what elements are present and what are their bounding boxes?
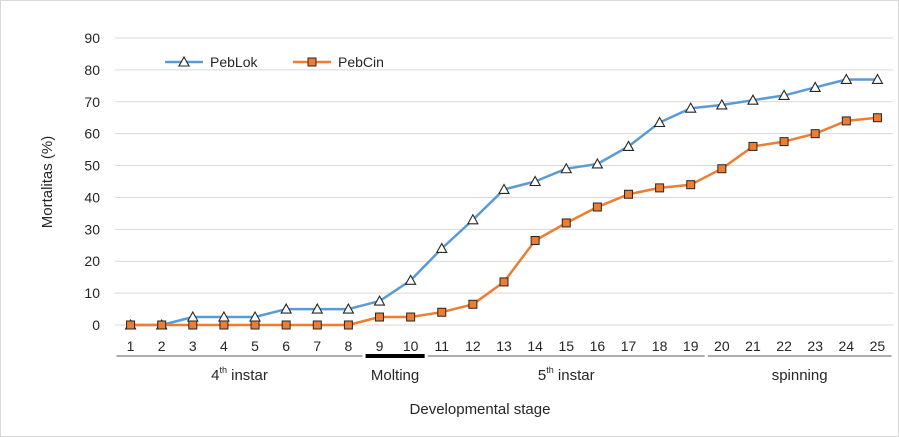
x-tick-label: 7 [313, 338, 321, 354]
y-tick-label: 30 [84, 221, 100, 237]
data-point-pebcin [157, 320, 167, 330]
data-point-peblok [373, 294, 386, 306]
legend: PebLok PebCin [165, 54, 384, 70]
series-line-peblok [130, 78, 878, 327]
data-point-pebcin [250, 320, 260, 330]
data-point-peblok [622, 140, 635, 151]
data-point-peblok [404, 274, 417, 285]
x-tick-label: 24 [839, 338, 855, 354]
data-point-pebcin [779, 137, 789, 147]
y-tick-label: 40 [84, 189, 100, 205]
y-tick-label: 90 [84, 30, 100, 46]
data-point-pebcin [281, 320, 291, 330]
data-point-pebcin [406, 312, 416, 322]
x-tick-label: 16 [590, 338, 606, 354]
x-tick-label: 23 [807, 338, 823, 354]
data-point-peblok [653, 116, 666, 128]
data-point-pebcin [437, 307, 447, 317]
x-tick-label: 14 [527, 338, 543, 354]
data-point-peblok [342, 302, 355, 314]
data-point-peblok [684, 102, 697, 113]
x-tick-label: 15 [558, 338, 574, 354]
legend-triangle-icon [178, 55, 190, 67]
x-tick-label: 8 [345, 338, 353, 354]
data-point-peblok [809, 81, 822, 92]
y-tick-label: 0 [92, 317, 100, 333]
data-point-peblok [591, 157, 604, 169]
x-tick-label: 19 [683, 338, 699, 354]
data-point-pebcin [312, 320, 322, 330]
x-tick-label: 12 [465, 338, 481, 354]
y-tick-label: 20 [84, 253, 100, 269]
y-tick-labels: 0 10 20 30 40 50 60 70 80 90 [84, 30, 100, 333]
data-point-peblok [311, 302, 324, 314]
data-point-peblok [435, 242, 448, 254]
data-point-pebcin [499, 277, 509, 287]
x-tick-label: 5 [251, 338, 259, 354]
x-tick-label: 11 [434, 338, 449, 354]
data-point-pebcin [748, 141, 758, 151]
data-point-pebcin [655, 183, 665, 193]
y-tick-label: 70 [84, 94, 100, 110]
series-line-pebcin [130, 116, 878, 327]
x-tick-label: 17 [621, 338, 637, 354]
x-tick-label: 6 [282, 338, 290, 354]
data-point-pebcin [686, 180, 696, 190]
stage-label: spinning [772, 367, 828, 384]
stage-label: 5th instar [538, 365, 595, 384]
legend-label: PebLok [210, 54, 258, 70]
series-lines [124, 73, 884, 330]
data-point-pebcin [623, 189, 633, 199]
data-point-pebcin [219, 320, 229, 330]
data-point-peblok [747, 94, 759, 105]
data-point-pebcin [530, 235, 540, 245]
x-tick-label: 4 [220, 338, 228, 354]
x-tick-label: 25 [870, 338, 886, 354]
x-axis-title: Developmental stage [410, 401, 551, 418]
x-tick-label: 2 [158, 338, 166, 354]
data-point-peblok [280, 302, 293, 314]
stage-groups: 4th instar Molting 5th instar spinning [116, 354, 892, 384]
data-point-peblok [529, 175, 542, 187]
x-tick-label: 18 [652, 338, 668, 354]
stage-label: Molting [371, 367, 419, 384]
data-point-peblok [560, 162, 573, 174]
x-tick-label: 20 [714, 338, 730, 354]
y-tick-label: 10 [84, 285, 100, 301]
data-point-pebcin [561, 218, 571, 228]
data-point-pebcin [126, 320, 136, 330]
data-point-pebcin [468, 299, 478, 309]
data-point-peblok [871, 73, 884, 85]
x-tick-label: 3 [189, 338, 197, 354]
data-point-peblok [778, 89, 791, 100]
data-point-pebcin [717, 164, 727, 174]
data-point-pebcin [592, 202, 602, 212]
legend-square-icon [307, 57, 317, 67]
x-tick-label: 21 [745, 338, 761, 354]
y-tick-label: 50 [84, 158, 100, 174]
data-point-peblok [715, 98, 728, 110]
y-axis-title: Mortalitas (%) [39, 136, 56, 229]
y-tick-label: 60 [84, 126, 100, 142]
x-tick-labels: 1 2 3 4 5 6 7 8 9 10 11 12 13 14 15 16 17 18 19 20 21 22 23 24 2… [127, 338, 886, 354]
stage-label: 4th instar [211, 365, 268, 384]
data-point-peblok [498, 183, 510, 195]
x-tick-label: 10 [403, 338, 419, 354]
data-point-pebcin [872, 113, 882, 123]
data-point-pebcin [841, 116, 851, 126]
y-tick-label: 80 [84, 62, 100, 78]
x-tick-label: 9 [376, 338, 384, 354]
data-point-pebcin [188, 320, 198, 330]
data-point-pebcin [343, 320, 353, 330]
x-tick-label: 1 [127, 338, 135, 354]
data-point-peblok [466, 213, 479, 225]
legend-label: PebCin [338, 54, 384, 70]
data-point-pebcin [810, 129, 820, 139]
x-tick-label: 22 [776, 338, 792, 354]
data-point-pebcin [375, 312, 385, 322]
x-tick-label: 13 [496, 338, 512, 354]
data-point-peblok [840, 73, 853, 85]
